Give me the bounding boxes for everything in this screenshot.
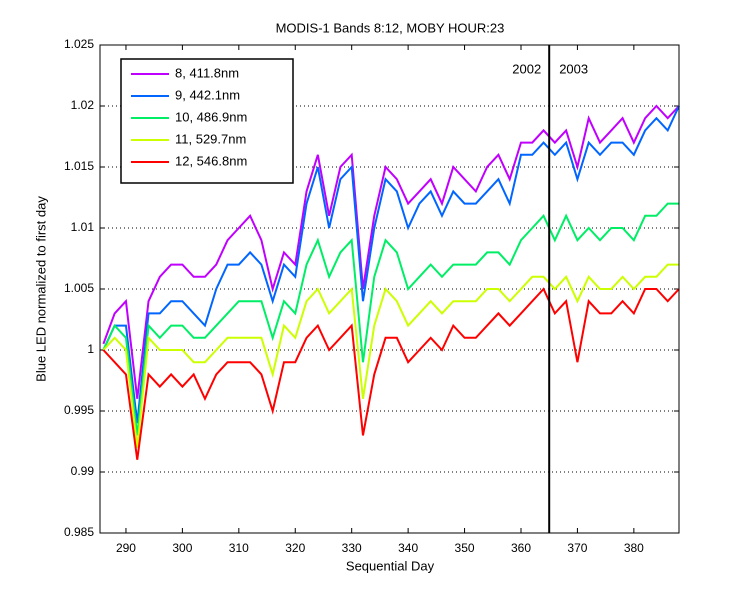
- series-line: [102, 287, 680, 460]
- x-tick-label: 370: [567, 541, 587, 555]
- y-tick-label: 0.985: [64, 525, 94, 539]
- legend-label: 10, 486.9nm: [175, 109, 247, 124]
- legend-label: 8, 411.8nm: [175, 65, 239, 80]
- plot-frame: [99, 44, 680, 534]
- annotation: 2002: [512, 61, 541, 76]
- y-tick-label: 1.005: [64, 281, 94, 295]
- x-tick-label: 310: [229, 541, 249, 555]
- x-axis-label: Sequential Day: [346, 558, 435, 573]
- y-tick-label: 0.99: [71, 464, 95, 478]
- legend-label: 12, 546.8nm: [175, 153, 247, 168]
- y-tick-label: 1: [87, 342, 94, 356]
- series-line: [102, 202, 679, 436]
- y-axis-label: Blue LED normalized to first day: [33, 196, 48, 382]
- series-line: [102, 104, 680, 399]
- legend-label: 9, 442.1nm: [175, 87, 240, 102]
- chart-title: MODIS-1 Bands 8:12, MOBY HOUR:23: [276, 20, 505, 35]
- annotation: 2003: [559, 61, 588, 76]
- x-tick-label: 340: [398, 541, 418, 555]
- series-line: [102, 105, 680, 424]
- x-tick-label: 330: [342, 541, 362, 555]
- legend-label: 11, 529.7nm: [175, 131, 246, 146]
- y-tick-label: 1.01: [71, 220, 95, 234]
- series-line: [102, 263, 679, 448]
- x-tick-label: 360: [511, 541, 531, 555]
- x-tick-label: 320: [285, 541, 305, 555]
- y-tick-label: 1.02: [71, 98, 95, 112]
- x-tick-label: 300: [172, 541, 192, 555]
- y-tick-label: 1.015: [64, 159, 94, 173]
- x-tick-label: 350: [455, 541, 475, 555]
- x-tick-label: 290: [116, 541, 136, 555]
- y-tick-label: 1.025: [64, 37, 94, 51]
- x-tick-label: 380: [624, 541, 644, 555]
- y-tick-label: 0.995: [64, 403, 94, 417]
